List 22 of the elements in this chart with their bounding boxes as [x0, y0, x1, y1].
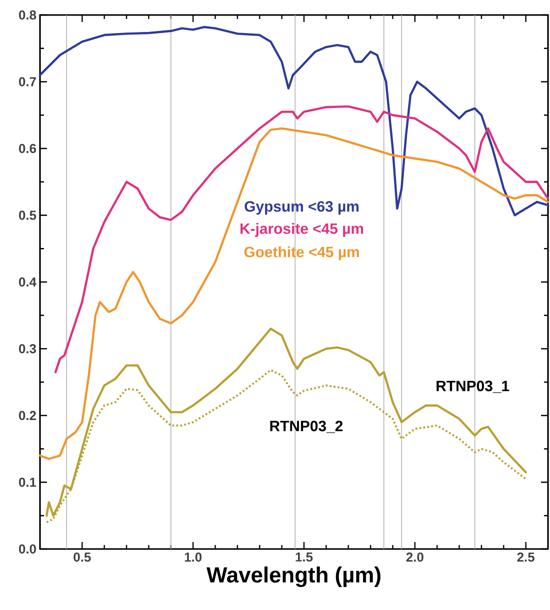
text: K-jarosite <45 µm — [240, 222, 364, 237]
series-label: RTNP03_1 — [436, 380, 510, 393]
y-tick-label: 0.0 — [18, 544, 36, 554]
x-axis-title: Wavelength (µm) — [206, 566, 380, 588]
series-label: Goethite <45 µm — [244, 246, 359, 260]
text: RTNP03_2 — [270, 420, 343, 433]
y-tick-label: 0.8 — [18, 10, 36, 20]
y-tick-label: 0.7 — [18, 77, 36, 86]
x-tick-label: 2.5 — [517, 552, 534, 562]
y-tick-label: 0.1 — [18, 478, 36, 487]
y-tick-label: 0.5 — [18, 210, 36, 220]
y-tick-label: 0.4 — [18, 277, 36, 287]
line-series — [54, 105, 550, 374]
x-tick-label: 2.0 — [406, 552, 424, 562]
x-tick-label: 1.0 — [184, 552, 202, 562]
y-tick-label: 0.2 — [18, 410, 36, 420]
y-tick-label: 0.3 — [18, 344, 36, 354]
text: Gypsum <63 µm — [244, 201, 358, 215]
y-tick-label: 0.6 — [18, 144, 36, 154]
x-tick-label: 1.5 — [296, 552, 313, 562]
x-tick-label: 0.5 — [74, 552, 91, 562]
line-series — [38, 26, 550, 216]
